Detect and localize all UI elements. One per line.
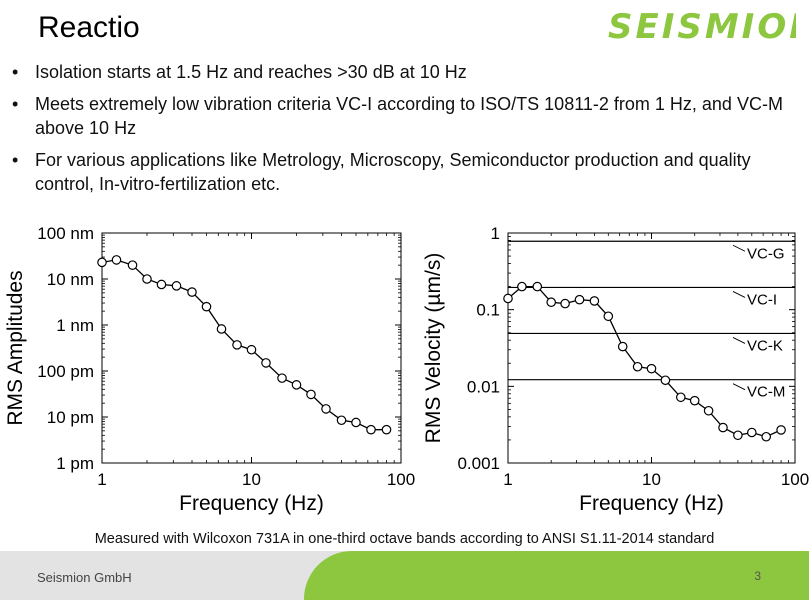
data-point	[187, 287, 197, 297]
data-point	[306, 389, 316, 400]
data-point	[156, 279, 167, 290]
amplitude-chart: 1 10 100 1 pm 10 pm 100 pm 1 nm 10 nm 100 nm Freq…	[0, 218, 420, 523]
velocity-chart-svg: 1 10 100 0.001 0.01 0.1 1 VC-G VC-I VC-K VC-M Frequ…	[422, 224, 809, 515]
y-tick-label: 0.001	[457, 454, 500, 473]
y-tick-label: 10 pm	[47, 408, 94, 427]
x-axis-label: Frequency (Hz)	[179, 492, 324, 515]
page-number: 3	[754, 569, 761, 583]
data-series-line	[507, 285, 782, 438]
data-point	[366, 424, 376, 435]
data-point	[381, 424, 392, 435]
y-tick-label: 100 nm	[37, 224, 94, 243]
y-axis-label: RMS Amplitudes	[4, 270, 27, 425]
data-point	[291, 380, 302, 390]
x-tick-label: 10	[642, 470, 661, 489]
data-point	[261, 358, 271, 368]
y-tick-label: 1	[491, 224, 500, 243]
measurement-caption: Measured with Wilcoxon 731A in one-third…	[94, 531, 715, 547]
data-point	[246, 344, 257, 355]
seismion-logo: SEISMION	[606, 6, 809, 51]
data-point	[171, 281, 182, 291]
bullet-list: • Isolation starts at 1.5 Hz and reaches …	[0, 60, 790, 204]
data-point	[532, 281, 543, 292]
slide-title: Reactio	[38, 11, 140, 44]
y-tick-label: 0.01	[467, 377, 500, 396]
data-point	[733, 430, 743, 441]
y-tick-label: 100 pm	[37, 362, 94, 381]
data-point	[277, 373, 287, 383]
footer-bar: Seismion GmbH 3	[0, 551, 809, 600]
data-point	[703, 405, 714, 416]
data-point	[142, 274, 152, 284]
data-point	[503, 293, 513, 304]
data-point	[321, 404, 331, 414]
footer-green-band	[304, 551, 809, 600]
y-tick-label: 0.1	[476, 301, 500, 320]
bullet-dot-icon: •	[12, 62, 19, 82]
data-point	[111, 255, 122, 265]
x-axis-label: Frequency (Hz)	[579, 492, 724, 515]
data-point	[546, 297, 556, 308]
data-point	[632, 361, 643, 372]
data-point	[589, 296, 600, 306]
data-point	[127, 260, 138, 270]
y-tick-label: 1 pm	[56, 454, 94, 473]
reference-label-leader	[732, 244, 746, 252]
velocity-chart: 1 10 100 0.001 0.01 0.1 1 VC-G VC-I VC-K VC-M Frequ…	[420, 218, 809, 523]
seismion-logo-mark: SEISMION	[608, 7, 809, 47]
x-tick-label: 100	[387, 470, 415, 489]
data-point	[603, 311, 614, 322]
amplitude-chart-svg: 1 10 100 1 pm 10 pm 100 pm 1 nm 10 nm 100 nm Freq…	[4, 224, 415, 515]
y-tick-label: 10 nm	[47, 270, 94, 289]
data-point	[201, 301, 212, 312]
data-point	[232, 340, 242, 350]
reference-label-leader	[732, 337, 746, 344]
svg-text:SEISMION: SEISMION	[608, 7, 796, 46]
bullet-item: • Meets extremely low vibration criteria …	[0, 92, 790, 140]
data-point	[336, 415, 347, 426]
data-point	[617, 341, 628, 352]
bullet-dot-icon: •	[12, 94, 19, 114]
data-point	[646, 363, 657, 374]
data-point	[761, 431, 772, 442]
x-tick-label: 1	[503, 470, 512, 489]
data-point	[97, 257, 107, 268]
reference-label-leader	[732, 383, 746, 391]
data-point	[675, 392, 686, 403]
y-axis-label: RMS Velocity (µm/s)	[422, 253, 445, 444]
reference-line-label: VC-M	[747, 384, 785, 401]
data-point	[216, 324, 227, 334]
reference-line-label: VC-I	[747, 291, 777, 308]
bullet-text: Meets extremely low vibration criteria V…	[35, 94, 783, 138]
data-point	[574, 294, 585, 305]
data-point	[560, 298, 570, 309]
data-point	[747, 427, 757, 438]
x-tick-label: 1	[97, 470, 106, 489]
bullet-dot-icon: •	[12, 150, 19, 170]
footer-company: Seismion GmbH	[37, 570, 132, 585]
bullet-text: Isolation starts at 1.5 Hz and reaches >…	[35, 62, 467, 82]
data-point	[718, 422, 728, 433]
bullet-item: • Isolation starts at 1.5 Hz and reaches …	[0, 60, 790, 84]
data-point	[660, 375, 671, 386]
data-series-line	[101, 259, 387, 431]
y-tick-label: 1 nm	[56, 316, 94, 335]
data-point	[517, 281, 527, 292]
reference-label-leader	[732, 291, 746, 298]
data-point	[689, 395, 700, 406]
bullet-text: For various applications like Metrology,…	[35, 150, 751, 194]
reference-line-label: VC-K	[747, 337, 783, 354]
x-tick-label: 100	[781, 470, 809, 489]
data-point	[351, 417, 361, 428]
data-point	[776, 425, 786, 435]
bullet-item: • For various applications like Metrology…	[0, 148, 790, 196]
reference-line-label: VC-G	[747, 245, 785, 262]
x-tick-label: 10	[242, 470, 261, 489]
